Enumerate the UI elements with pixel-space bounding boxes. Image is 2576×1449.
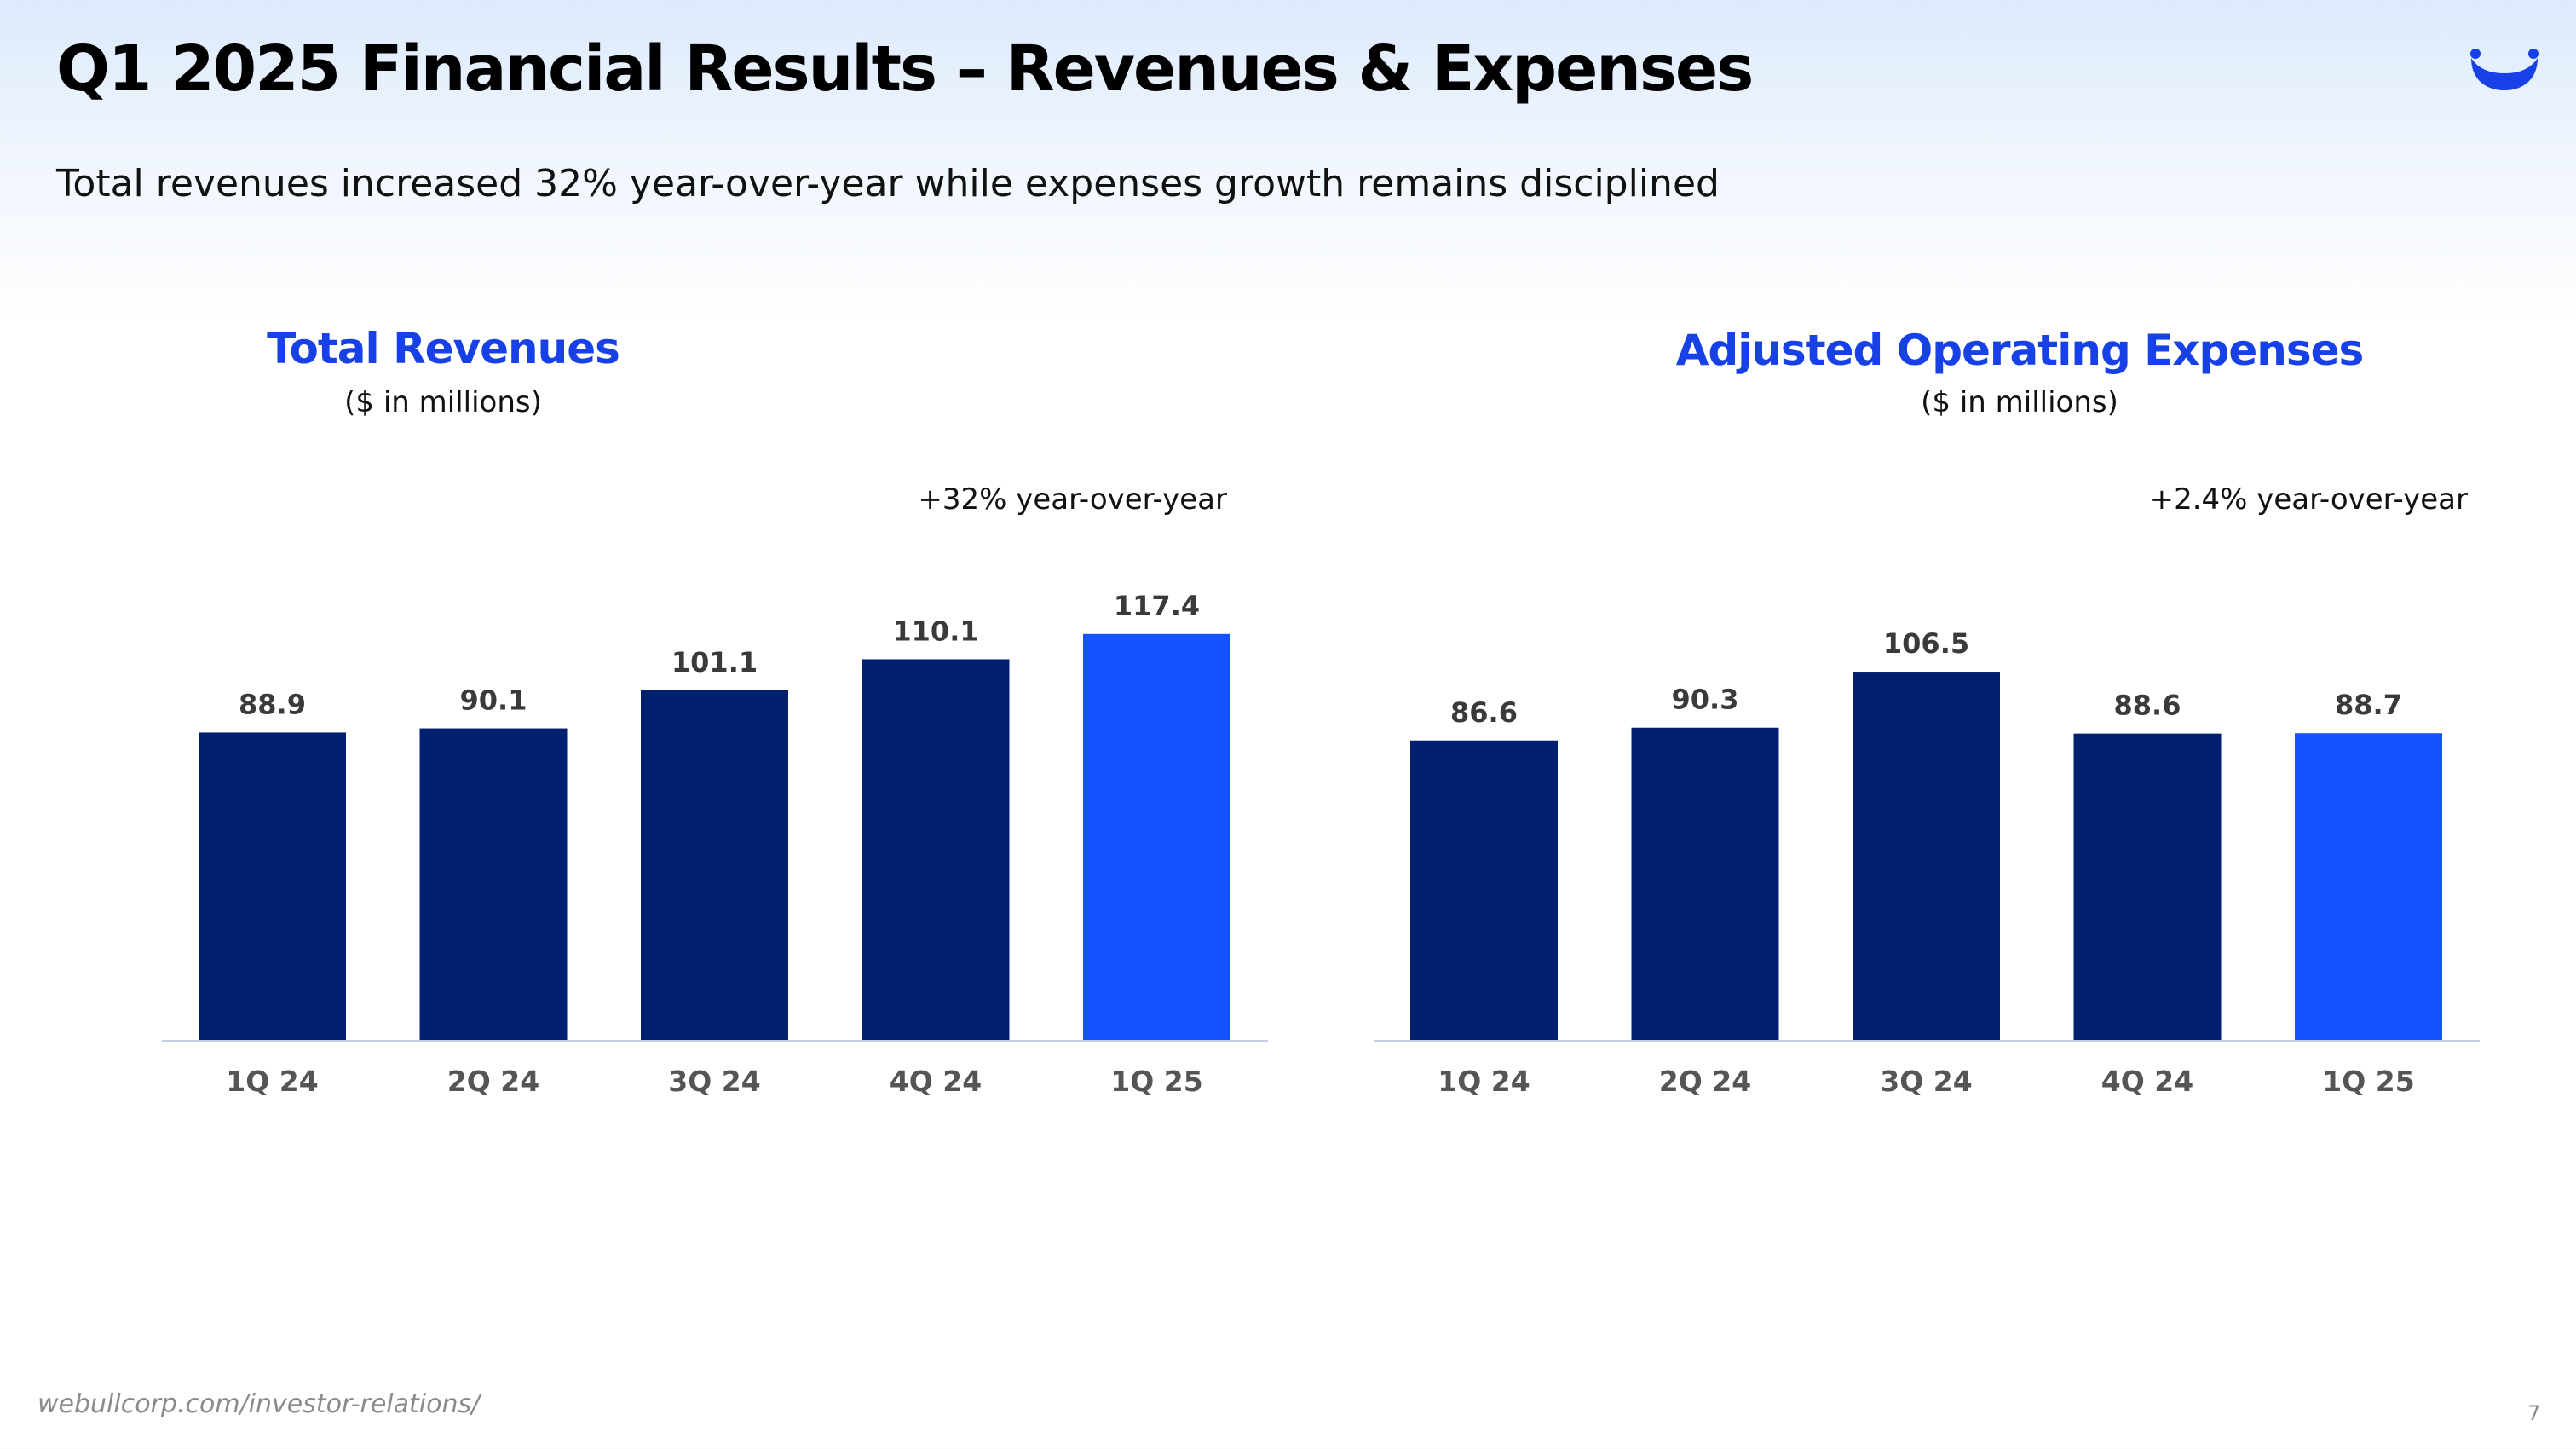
x-tick-label: 3Q 24 xyxy=(1880,1065,1972,1098)
bar-2q-24 xyxy=(419,728,568,1040)
bar-1q-25 xyxy=(1083,633,1230,1040)
footer-url[interactable]: webullcorp.com/investor-relations/ xyxy=(37,1389,481,1419)
x-tick-label: 2Q 24 xyxy=(447,1065,539,1098)
revenues-plot: 88.9 1Q 24 90.1 2Q 24 101.1 3Q 24 110.1 4Q 24 11… xyxy=(162,590,1268,1098)
page-title: Q1 2025 Financial Results – Revenues & E… xyxy=(56,32,1754,106)
bar-3q-24 xyxy=(641,690,788,1040)
chart-title: Total Revenues xyxy=(267,324,620,373)
bar-value-label: 106.5 xyxy=(1883,627,1969,660)
bar-value-label: 90.1 xyxy=(460,684,527,717)
x-tick-label: 1Q 25 xyxy=(1110,1065,1202,1098)
bar-value-label: 117.4 xyxy=(1114,590,1200,622)
x-tick-label: 4Q 24 xyxy=(890,1065,982,1098)
expenses-plot: 86.6 1Q 24 90.3 2Q 24 106.5 3Q 24 88.6 4Q 24 88.… xyxy=(1374,627,2480,1098)
yoy-annotation: +32% year-over-year xyxy=(918,482,1227,517)
bar-value-label: 101.1 xyxy=(671,646,758,678)
bar-value-label: 88.6 xyxy=(2114,690,2181,722)
chart-units: ($ in millions) xyxy=(1921,385,2118,419)
x-tick-label: 2Q 24 xyxy=(1659,1065,1751,1098)
bar-value-label: 88.9 xyxy=(239,688,306,720)
x-tick-label: 1Q 24 xyxy=(1438,1065,1530,1098)
bar-1q-25 xyxy=(2295,733,2442,1040)
x-tick-label: 4Q 24 xyxy=(2101,1065,2193,1098)
bar-3q-24 xyxy=(1853,672,2000,1040)
bar-4q-24 xyxy=(862,659,1010,1040)
bar-1q-24 xyxy=(1410,740,1558,1040)
adjusted-operating-expenses-chart: Adjusted Operating Expenses ($ in millio… xyxy=(1355,307,2576,1125)
page-subtitle: Total revenues increased 32% year-over-y… xyxy=(56,162,1720,205)
bar-value-label: 110.1 xyxy=(892,615,978,647)
bar-value-label: 90.3 xyxy=(1672,684,1739,716)
total-revenues-chart: Total Revenues ($ in millions) +32% year… xyxy=(145,307,1389,1125)
bar-2q-24 xyxy=(1631,727,1779,1040)
x-tick-label: 1Q 24 xyxy=(226,1065,318,1098)
x-tick-label: 1Q 25 xyxy=(2322,1065,2414,1098)
bar-4q-24 xyxy=(2073,733,2222,1040)
page-number: 7 xyxy=(2527,1401,2541,1425)
bar-value-label: 88.7 xyxy=(2335,689,2402,721)
bar-value-label: 86.6 xyxy=(1450,696,1518,729)
webull-logo-icon xyxy=(2470,49,2539,90)
chart-title: Adjusted Operating Expenses xyxy=(1675,326,2365,375)
yoy-annotation: +2.4% year-over-year xyxy=(2149,482,2468,517)
x-tick-label: 3Q 24 xyxy=(668,1065,760,1098)
chart-units: ($ in millions) xyxy=(344,385,542,419)
bar-1q-24 xyxy=(199,732,346,1040)
